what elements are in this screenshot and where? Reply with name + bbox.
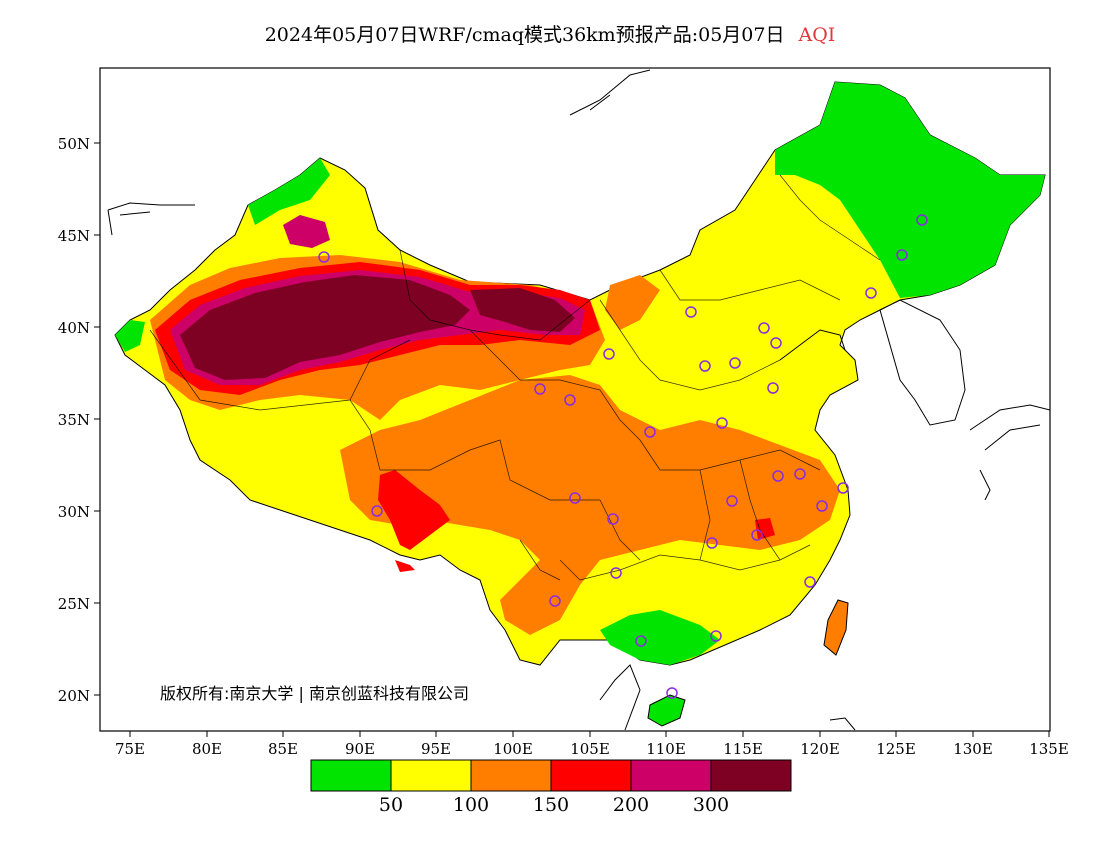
- lat-labels: 50N 45N 40N 35N 30N 25N 20N: [58, 135, 90, 705]
- caspian-outline: [107, 202, 195, 236]
- lon-labels: 75E 80E 85E 90E 95E 100E 105E 110E 115E …: [115, 740, 1069, 758]
- legend-swatch: [550, 759, 632, 792]
- lon-label: 125E: [876, 740, 916, 758]
- station-marker: [318, 251, 330, 263]
- hazardous-east: [470, 288, 575, 332]
- green-region-west: [248, 158, 330, 225]
- station-marker: [794, 468, 806, 480]
- province-borders: [149, 174, 881, 581]
- lon-label: 95E: [421, 740, 451, 758]
- station-marker: [666, 687, 678, 699]
- legend-swatch: [710, 759, 792, 792]
- legend-swatch: [310, 759, 392, 792]
- station-marker: [685, 306, 697, 318]
- lat-label: 35N: [58, 411, 90, 429]
- lon-label: 120E: [800, 740, 840, 758]
- map-frame: [99, 67, 1051, 732]
- red-region-central: [755, 518, 775, 540]
- station-marker: [607, 513, 619, 525]
- title-variable: AQI: [798, 24, 836, 46]
- station-marker: [916, 214, 928, 226]
- lat-label: 45N: [58, 227, 90, 245]
- station-marker: [837, 482, 849, 494]
- lon-axis: [129, 731, 1050, 737]
- lon-label: 135E: [1029, 740, 1069, 758]
- red-region-south: [395, 560, 415, 572]
- station-marker: [758, 322, 770, 334]
- hainan-island: [647, 694, 686, 727]
- lon-label: 130E: [953, 740, 993, 758]
- station-marker: [569, 492, 581, 504]
- lat-label: 20N: [58, 687, 90, 705]
- lon-label: 90E: [345, 740, 375, 758]
- orange-region-north: [605, 275, 660, 330]
- station-marker: [710, 630, 722, 642]
- station-marker: [770, 337, 782, 349]
- station-marker: [726, 495, 738, 507]
- station-markers: [318, 214, 928, 699]
- orange-region-central: [340, 375, 840, 635]
- taiwan-island: [823, 599, 849, 656]
- lon-label: 75E: [115, 740, 145, 758]
- station-marker: [751, 529, 763, 541]
- legend-colorbar: [310, 759, 792, 792]
- station-marker: [635, 635, 647, 647]
- bay-bohai-outline: [779, 329, 846, 361]
- station-marker: [534, 383, 546, 395]
- purple-dzungaria: [283, 215, 330, 248]
- green-region-far-west: [115, 320, 145, 352]
- station-marker: [865, 287, 877, 299]
- indochina-outline: [599, 664, 641, 731]
- legend-label: 100: [452, 794, 490, 816]
- station-marker: [716, 417, 728, 429]
- station-marker: [549, 595, 561, 607]
- green-region-northeast: [775, 82, 1045, 298]
- legend-label: 300: [692, 794, 730, 816]
- copyright-note: 版权所有:南京大学 | 南京创蓝科技有限公司: [160, 684, 469, 703]
- legend-swatch: [470, 759, 552, 792]
- map-title: 2024年05月07日WRF/cmaq模式36km预报产品:05月07日 AQI: [0, 20, 1100, 47]
- legend-label: 150: [532, 794, 570, 816]
- station-marker: [371, 505, 383, 517]
- station-marker: [804, 576, 816, 588]
- lat-label: 30N: [58, 503, 90, 521]
- station-marker: [729, 357, 741, 369]
- japan-outline: [969, 404, 1051, 501]
- station-marker: [706, 537, 718, 549]
- lon-label: 80E: [192, 740, 222, 758]
- lon-label: 85E: [268, 740, 298, 758]
- red-region-tibet: [378, 470, 450, 550]
- philippines-outline: [829, 717, 856, 731]
- sea-of-okhotsk-outline: [569, 69, 651, 116]
- station-marker: [816, 500, 828, 512]
- green-region-south: [600, 610, 720, 665]
- aqi-field: [114, 81, 1046, 727]
- lat-axis: [94, 142, 100, 696]
- lon-label: 105E: [570, 740, 610, 758]
- station-marker: [644, 426, 656, 438]
- station-marker: [767, 382, 779, 394]
- lat-label: 25N: [58, 595, 90, 613]
- legend-swatch: [390, 759, 472, 792]
- coastlines: [107, 69, 1051, 731]
- station-marker: [699, 360, 711, 372]
- lon-label: 100E: [493, 740, 533, 758]
- title-main: 2024年05月07日WRF/cmaq模式36km预报产品:05月07日: [264, 24, 785, 46]
- legend-label: 200: [612, 794, 650, 816]
- legend-swatch: [630, 759, 712, 792]
- lon-label: 110E: [646, 740, 686, 758]
- station-marker: [603, 348, 615, 360]
- station-marker: [772, 470, 784, 482]
- lon-label: 115E: [723, 740, 763, 758]
- station-marker: [610, 567, 622, 579]
- lat-label: 50N: [58, 135, 90, 153]
- lat-label: 40N: [58, 319, 90, 337]
- station-marker: [564, 394, 576, 406]
- hazardous-taklamakan: [180, 275, 470, 380]
- korea-japan-outline: [879, 299, 966, 426]
- station-marker: [896, 249, 908, 261]
- legend-label: 50: [378, 794, 404, 816]
